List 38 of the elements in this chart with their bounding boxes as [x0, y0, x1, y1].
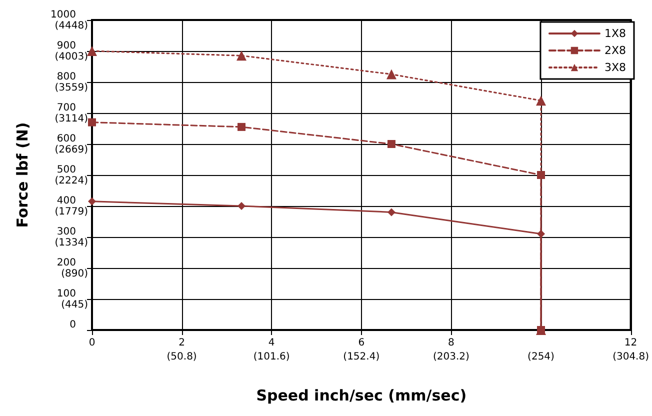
x-tick-label: 6 — [358, 338, 365, 348]
y-tick-label: 0 — [70, 320, 76, 330]
x-tick-label: 2 — [178, 338, 185, 348]
y2-tick-label: (2224) — [54, 176, 88, 186]
y-tick-label: 200 — [56, 258, 76, 268]
y-tick-label: 900 — [56, 40, 76, 52]
y2-tick-label: (445) — [61, 299, 88, 310]
x2-tick-label: (50.8) — [166, 352, 197, 362]
y-tick-label: 700 — [56, 102, 76, 114]
y-tick-label: 400 — [56, 196, 76, 206]
y2-tick-label: (1779) — [54, 206, 88, 218]
x-axis-title: Speed inch/sec (mm/sec) — [256, 386, 467, 404]
x2-tick-label: (254) — [528, 352, 555, 362]
x2-tick-label: (101.6) — [253, 352, 290, 362]
x2-tick-label: (304.8) — [612, 352, 650, 362]
y-tick-label: 1000 — [50, 10, 76, 20]
x2-tick-label: (152.4) — [343, 352, 380, 362]
legend-label: 1X8 — [604, 27, 626, 40]
x-tick-label: 12 — [624, 338, 638, 348]
y2-tick-label: (3114) — [54, 113, 88, 124]
legend-label: 2X8 — [604, 44, 626, 57]
y2-tick-label: (1334) — [54, 238, 88, 249]
y2-tick-label: (3559) — [54, 82, 88, 94]
y-tick-label: 100 — [56, 288, 76, 300]
x-tick-label: 8 — [448, 338, 454, 348]
y-tick-label: 300 — [56, 226, 76, 238]
y2-tick-label: (4448) — [54, 20, 88, 32]
y-tick-label: 600 — [56, 134, 76, 144]
x2-tick-label: (203.2) — [432, 352, 470, 362]
y2-tick-label: (890) — [61, 268, 88, 280]
legend-label: 3X8 — [604, 61, 626, 74]
y-tick-label: 500 — [56, 164, 76, 176]
x-tick-label: 4 — [268, 338, 275, 348]
y-tick-label: 800 — [56, 72, 76, 82]
y-axis-title: Force lbf (N) — [14, 122, 32, 228]
y2-tick-label: (4003) — [54, 52, 88, 63]
y2-tick-label: (2669) — [54, 144, 88, 156]
x-tick-label: 0 — [88, 338, 96, 348]
